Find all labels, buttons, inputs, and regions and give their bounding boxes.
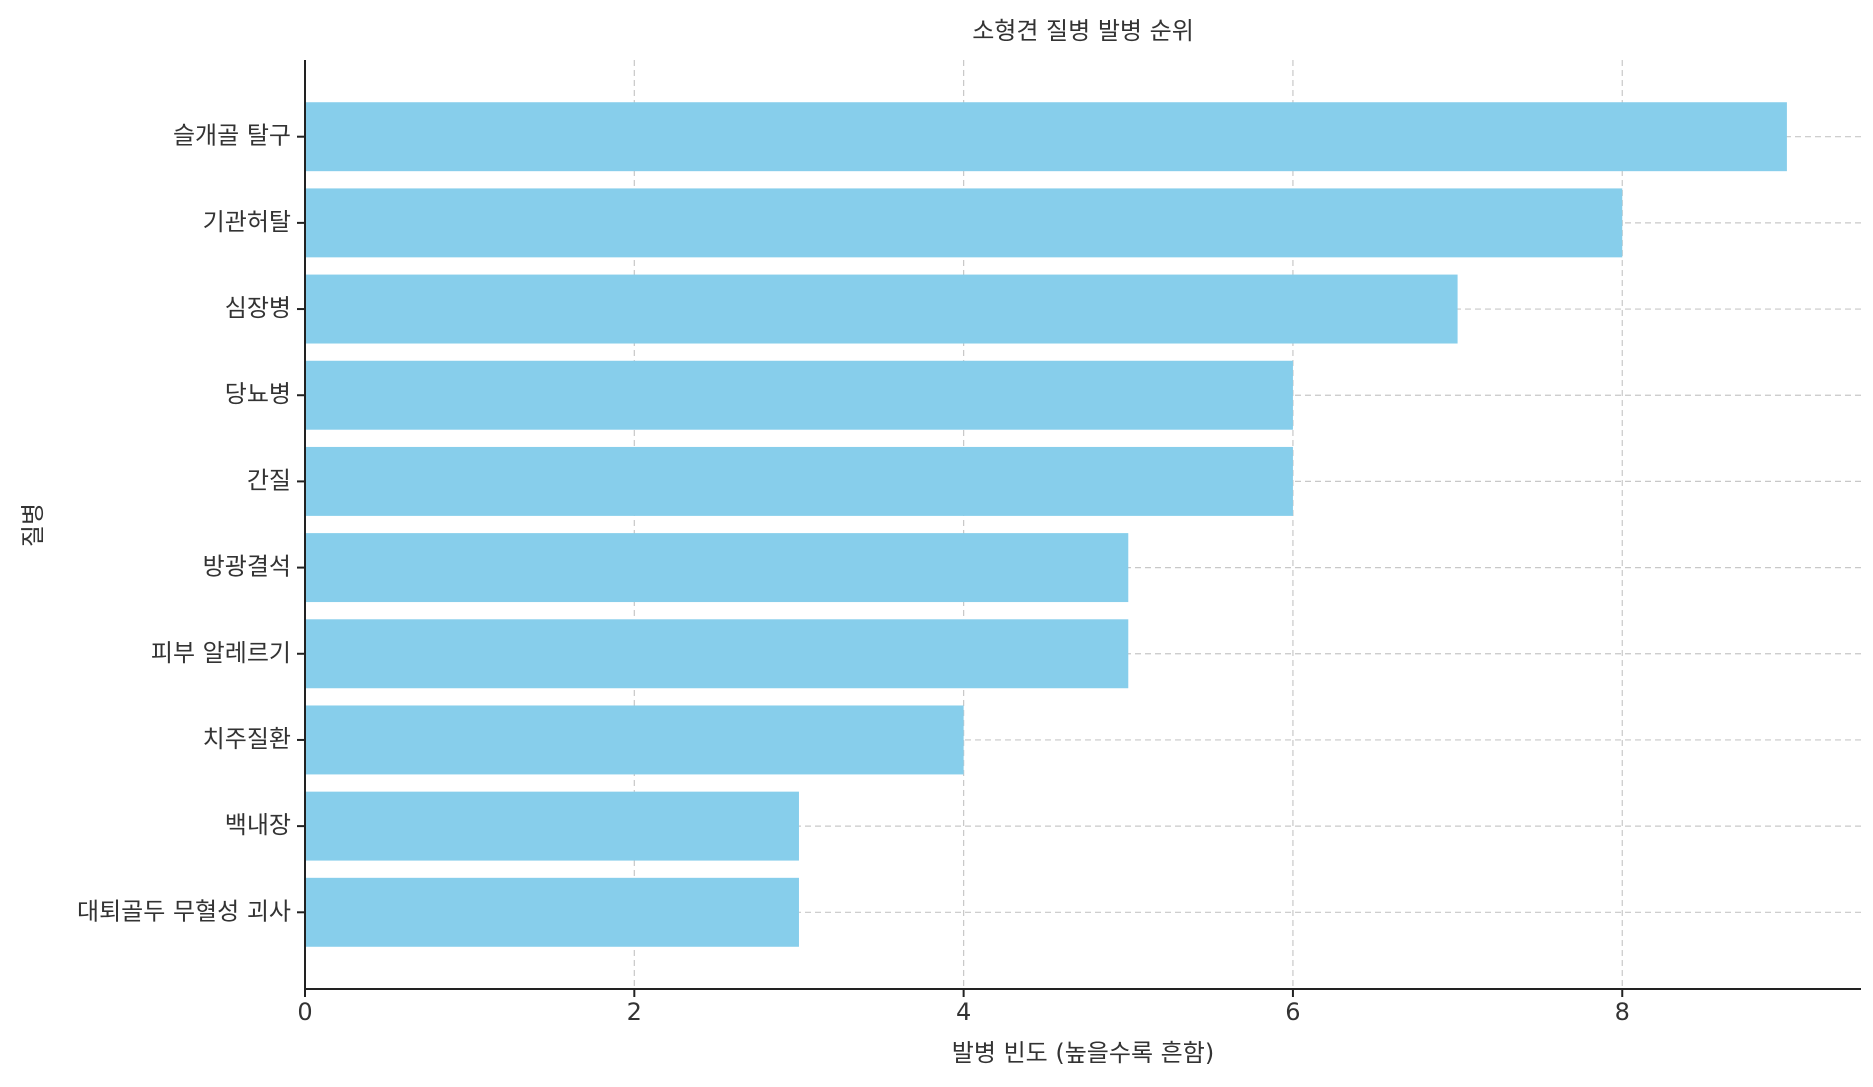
y-tick-label: 방광결석 bbox=[203, 553, 291, 581]
x-tick-label: 0 bbox=[297, 998, 312, 1026]
y-tick-label: 기관허탈 bbox=[203, 208, 291, 236]
x-tick-label: 8 bbox=[1615, 998, 1630, 1026]
bar bbox=[305, 274, 1458, 344]
bar bbox=[305, 188, 1623, 258]
y-tick-label: 슬개골 탈구 bbox=[173, 122, 291, 150]
bar bbox=[305, 705, 964, 775]
bar bbox=[305, 791, 799, 861]
bar bbox=[305, 877, 799, 947]
y-axis-label: 질병 bbox=[19, 503, 47, 547]
y-tick-label: 치주질환 bbox=[203, 725, 291, 753]
y-tick-label: 심장병 bbox=[225, 294, 291, 322]
y-tick-label: 피부 알레르기 bbox=[151, 639, 291, 667]
bar bbox=[305, 533, 1129, 603]
x-axis-label: 발병 빈도 (높을수록 흔함) bbox=[952, 1039, 1214, 1067]
bar bbox=[305, 446, 1293, 516]
bar bbox=[305, 102, 1787, 172]
y-tick-label: 백내장 bbox=[225, 811, 291, 839]
x-tick-label: 6 bbox=[1285, 998, 1300, 1026]
chart-title: 소형견 질병 발병 순위 bbox=[972, 17, 1194, 45]
y-tick-label: 당뇨병 bbox=[225, 380, 291, 408]
y-tick-label: 대퇴골두 무혈성 괴사 bbox=[77, 897, 291, 925]
y-tick-label: 간질 bbox=[247, 466, 291, 494]
x-tick-label: 2 bbox=[627, 998, 642, 1026]
bar bbox=[305, 619, 1129, 689]
bar bbox=[305, 360, 1293, 430]
x-tick-label: 4 bbox=[956, 998, 971, 1026]
